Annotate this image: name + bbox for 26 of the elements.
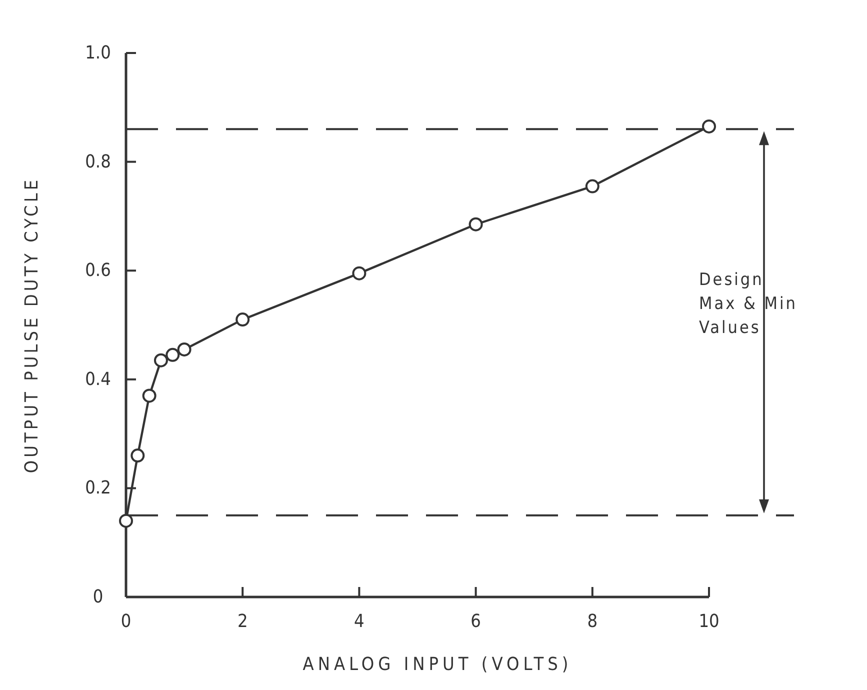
point [352, 266, 366, 280]
point [468, 217, 483, 232]
x-axis-title: ANALOG INPUT (VOLTS) [302, 654, 572, 675]
x-tick-label: 8 [587, 611, 598, 632]
point [166, 348, 180, 362]
x-tick-label: 4 [354, 611, 364, 632]
x-tick-label: 0 [120, 611, 132, 632]
y-tick-label: 0.8 [85, 151, 111, 172]
y-tick-label: 0.4 [85, 368, 111, 390]
x-tick-label: 10 [698, 611, 720, 632]
x-tick-label: 6 [470, 611, 481, 632]
point [702, 119, 716, 134]
point [585, 179, 600, 194]
y-tick-label: 0.6 [85, 260, 111, 282]
point [119, 514, 133, 528]
point [130, 448, 145, 463]
y-tick-label: 0.2 [85, 478, 111, 499]
y-axis-title: OUTPUT PULSE DUTY CYCLE [22, 176, 42, 474]
point [142, 388, 156, 403]
point [154, 353, 168, 368]
point [236, 312, 250, 327]
y-tick-label: 1.0 [85, 42, 111, 64]
x-tick-label: 2 [237, 611, 248, 632]
annotation: Design Max & Min Values [699, 270, 798, 338]
point [177, 342, 192, 356]
y-tick-label: 0 [92, 586, 104, 608]
